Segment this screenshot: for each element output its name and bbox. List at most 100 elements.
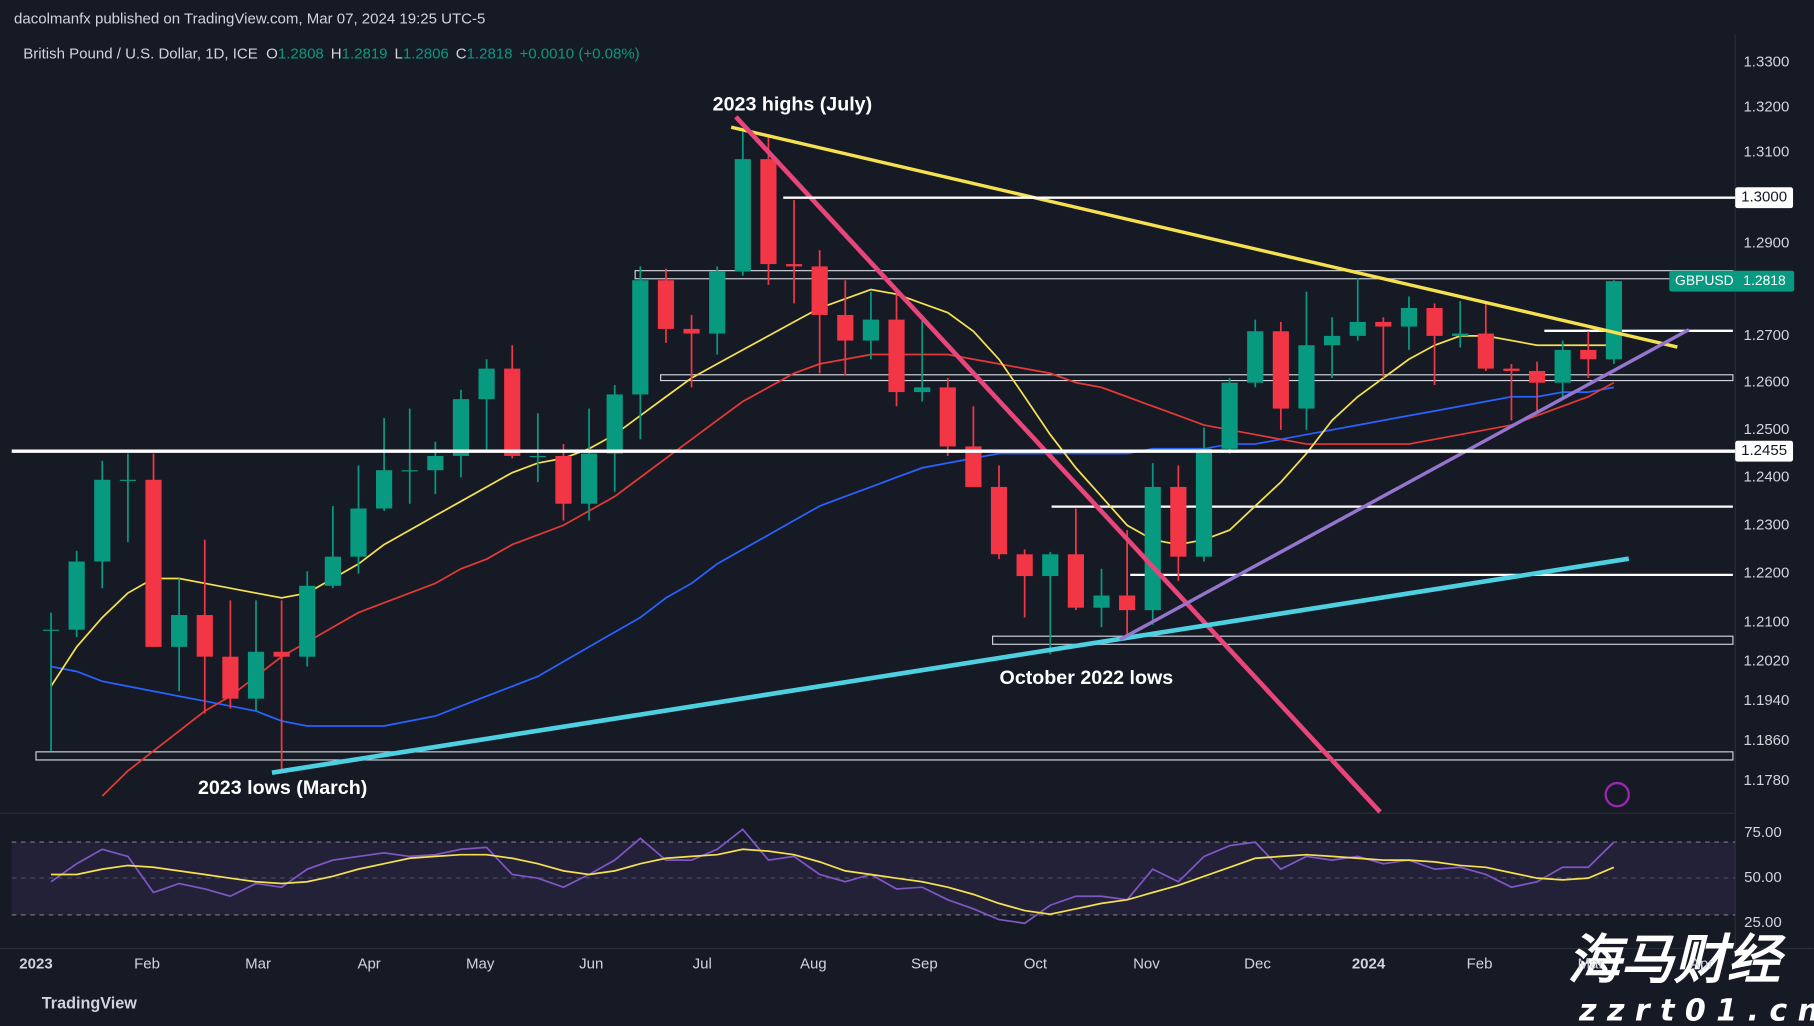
rsi-ma bbox=[51, 848, 1615, 916]
candle-body bbox=[1298, 345, 1315, 409]
candle-body bbox=[1067, 554, 1084, 608]
candle-body bbox=[734, 159, 751, 272]
rsi-line bbox=[50, 828, 1615, 925]
candle-body bbox=[683, 328, 700, 334]
candle-body bbox=[1221, 382, 1238, 449]
candle-body bbox=[580, 453, 598, 504]
level-tag bbox=[1735, 187, 1794, 209]
symbol-label: GBPUSD bbox=[1675, 272, 1734, 288]
candle-body bbox=[939, 387, 956, 447]
candle-body bbox=[401, 470, 418, 472]
candle-body bbox=[42, 629, 60, 631]
y-tick-label: 1.2300 bbox=[1743, 516, 1789, 533]
y-tick-label: 1.3200 bbox=[1743, 98, 1789, 115]
candle-body bbox=[222, 656, 239, 699]
candle-body bbox=[760, 159, 777, 265]
candle-body bbox=[171, 615, 188, 647]
candle-body bbox=[606, 394, 623, 454]
candle-body bbox=[1426, 308, 1443, 336]
candle-body bbox=[94, 479, 111, 562]
y-tick-label: 1.2500 bbox=[1743, 421, 1789, 438]
publisher: dacolmanfx published on TradingView.com,… bbox=[14, 11, 485, 28]
ohlc-label: C bbox=[456, 45, 467, 62]
candle-body bbox=[811, 266, 828, 315]
candle-body bbox=[1452, 333, 1469, 336]
candle-body bbox=[504, 368, 521, 456]
ohlc-label: L bbox=[394, 45, 402, 62]
candle-body bbox=[1195, 448, 1213, 557]
x-tick-label: Apr bbox=[357, 956, 380, 973]
last-price: 1.2818 bbox=[1743, 272, 1786, 288]
candle-body bbox=[709, 271, 726, 334]
candle-body bbox=[785, 264, 803, 267]
candle-body bbox=[965, 446, 982, 487]
x-tick-label: Jul bbox=[693, 956, 712, 973]
rsi-tick-label: 25.00 bbox=[1744, 914, 1782, 931]
candle-body bbox=[1323, 335, 1341, 346]
candle-body bbox=[862, 319, 880, 341]
candles bbox=[42, 132, 1623, 797]
annotation: October 2022 lows bbox=[1000, 667, 1174, 689]
x-tick-label: Apr bbox=[1690, 956, 1713, 973]
candle-body bbox=[350, 508, 367, 557]
y-tick-label: 1.2020 bbox=[1743, 653, 1789, 670]
zone bbox=[35, 751, 1734, 761]
ohlc-value: 1.2806 bbox=[403, 45, 449, 62]
candle-body bbox=[837, 314, 854, 341]
watermark: 海马财经 bbox=[1567, 929, 1786, 991]
candle-body bbox=[1247, 331, 1264, 383]
candle-body bbox=[914, 387, 931, 393]
y-tick-label: 1.2600 bbox=[1743, 374, 1789, 391]
candle-body bbox=[632, 280, 649, 395]
ohlc-label: H bbox=[331, 45, 342, 62]
x-tick-label: 2023 bbox=[19, 956, 52, 973]
level-label: 1.2455 bbox=[1741, 442, 1787, 459]
candle-body bbox=[324, 556, 341, 586]
watermark: zzrt01.cn bbox=[1578, 994, 1814, 1026]
candle-body bbox=[888, 319, 905, 393]
candle-body bbox=[299, 585, 316, 657]
ohlc-value: 1.2808 bbox=[278, 45, 324, 62]
x-tick-label: Jun bbox=[579, 956, 603, 973]
change: +0.0010 (+0.08%) bbox=[519, 45, 639, 62]
moving-average bbox=[50, 386, 1615, 727]
candle-body bbox=[1272, 331, 1289, 409]
price-tag bbox=[1669, 270, 1795, 292]
moving-average bbox=[101, 353, 1615, 797]
y-tick-label: 1.2400 bbox=[1743, 468, 1789, 485]
candle-body bbox=[1400, 308, 1418, 327]
candle-body bbox=[1375, 321, 1392, 327]
y-tick-label: 1.2900 bbox=[1743, 234, 1789, 251]
x-tick-label: Sep bbox=[911, 956, 938, 973]
annotation: 2023 highs (July) bbox=[713, 93, 873, 115]
y-tick-label: 1.2100 bbox=[1743, 613, 1789, 630]
candle-body bbox=[376, 470, 393, 509]
y-tick-label: 1.2200 bbox=[1743, 565, 1789, 582]
rsi-tick-label: 50.00 bbox=[1744, 869, 1782, 886]
candle-body bbox=[196, 615, 213, 657]
candle-body bbox=[1170, 486, 1187, 557]
ohlc-value: 1.2818 bbox=[467, 45, 513, 62]
candle-body bbox=[1119, 595, 1136, 611]
zone bbox=[992, 635, 1734, 645]
y-tick-label: 1.1940 bbox=[1743, 692, 1789, 709]
trendline bbox=[730, 125, 1678, 349]
candle-body bbox=[1349, 321, 1366, 336]
x-tick-label: Oct bbox=[1024, 956, 1048, 973]
x-tick-label: Mar bbox=[1578, 956, 1604, 973]
level-label: 1.3000 bbox=[1741, 189, 1787, 206]
candle-body bbox=[1580, 349, 1597, 360]
x-tick-label: Feb bbox=[1467, 956, 1493, 973]
trendlines bbox=[271, 115, 1690, 814]
trendline bbox=[734, 115, 1382, 814]
alert-icon[interactable] bbox=[1604, 781, 1630, 808]
annotation: 2023 lows (March) bbox=[198, 777, 367, 799]
y-tick-label: 1.3100 bbox=[1743, 143, 1789, 160]
zone bbox=[660, 374, 1734, 382]
trendline bbox=[1119, 328, 1690, 642]
candle-body bbox=[1042, 554, 1059, 577]
candle-body bbox=[478, 368, 495, 400]
